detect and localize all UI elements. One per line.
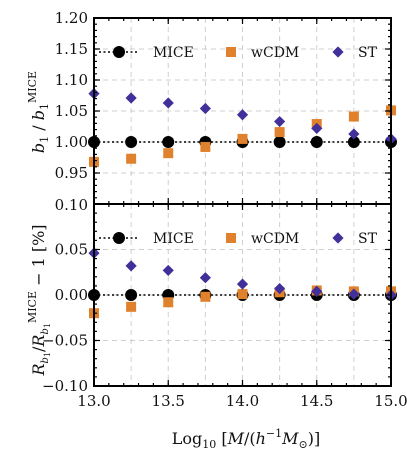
top-point-st	[162, 97, 174, 109]
top-point-mice	[162, 136, 175, 148]
bottom-point-st	[311, 285, 323, 297]
bottom-y-axis-label: Rb1/Rb1MICE − 1 [%]	[26, 224, 52, 376]
bottom-y-tick-label: 0.00	[55, 286, 88, 304]
top-legend-label-st: ST	[358, 45, 378, 61]
bottom-point-mice	[125, 289, 138, 301]
top-point-wcdm	[237, 133, 248, 144]
bottom-point-st	[162, 264, 174, 277]
top-panel: 0.95 1.00 1.05 1.10 1.15 1.20 0.10 MICE wCDM ST	[55, 9, 397, 214]
top-point-st	[199, 102, 211, 115]
bottom-y-tick-label: 0.05	[55, 241, 88, 259]
top-legend-marker-st	[332, 46, 344, 58]
x-tick-label: 15.0	[374, 392, 407, 410]
top-point-mice	[273, 136, 286, 148]
bottom-point-wcdm	[200, 291, 211, 302]
bottom-legend-marker-mice	[113, 232, 125, 244]
top-y-tick-label: 1.00	[55, 133, 88, 151]
bottom-point-wcdm	[126, 301, 137, 312]
bottom-point-st	[199, 272, 211, 284]
x-tick-label: 14.0	[226, 392, 259, 410]
top-y-tick-label: 1.10	[55, 71, 88, 89]
x-tick-label: 13.5	[152, 392, 185, 410]
bottom-y-tick-label: −0.10	[42, 377, 88, 395]
bottom-point-st	[236, 278, 249, 290]
top-point-mice	[125, 136, 138, 148]
top-point-mice	[347, 136, 360, 148]
bottom-panel: −0.10 −0.05 0.00 0.05 13.0 13.5 14.0 14.5 15.0 MI…	[42, 203, 407, 410]
bottom-legend-marker-wcdm	[226, 233, 236, 243]
top-series-st	[88, 88, 397, 145]
x-axis-label: Log10 [M/(h−1M⊙)]	[172, 427, 320, 451]
top-legend-label-wcdm: wCDM	[251, 45, 299, 61]
bottom-legend-marker-st	[332, 232, 344, 244]
bottom-point-wcdm	[163, 297, 174, 308]
top-point-st	[236, 109, 249, 121]
x-tick-label: 14.5	[300, 392, 333, 410]
top-point-st	[125, 92, 137, 104]
top-y-tick-label: 1.20	[55, 9, 88, 27]
bottom-y-tick-label: −0.05	[42, 332, 88, 350]
bottom-series-st	[88, 247, 397, 301]
bottom-point-st	[274, 283, 286, 295]
top-legend-label-mice: MICE	[153, 45, 194, 61]
bottom-legend-label-mice: MICE	[153, 231, 194, 247]
top-point-st	[274, 115, 286, 128]
top-point-wcdm	[163, 148, 174, 159]
top-point-wcdm	[200, 141, 211, 152]
top-point-st	[348, 128, 360, 140]
top-legend-marker-mice	[113, 46, 125, 58]
top-point-wcdm	[126, 153, 137, 164]
top-y-tick-label: 1.05	[55, 102, 88, 120]
top-y-bottom-tick-label: 0.10	[55, 196, 88, 214]
top-point-wcdm	[274, 127, 285, 138]
bottom-point-st	[125, 260, 137, 272]
bottom-legend: MICE wCDM ST	[99, 231, 378, 247]
top-y-axis-label: b1 / b1MICE	[26, 71, 51, 153]
top-y-tick-label: 1.15	[55, 40, 88, 58]
x-tick-label: 13.0	[77, 392, 110, 410]
bottom-legend-label-st: ST	[358, 231, 378, 247]
top-y-tick-label: 0.95	[55, 164, 88, 182]
top-point-wcdm	[348, 111, 359, 122]
top-legend-marker-wcdm	[226, 47, 236, 57]
bottom-legend-label-wcdm: wCDM	[251, 231, 299, 247]
top-point-mice	[310, 136, 323, 148]
top-legend: MICE wCDM ST	[99, 45, 378, 61]
top-point-st	[311, 122, 323, 134]
bottom-point-wcdm	[237, 289, 248, 300]
bottom-point-st	[348, 288, 360, 300]
